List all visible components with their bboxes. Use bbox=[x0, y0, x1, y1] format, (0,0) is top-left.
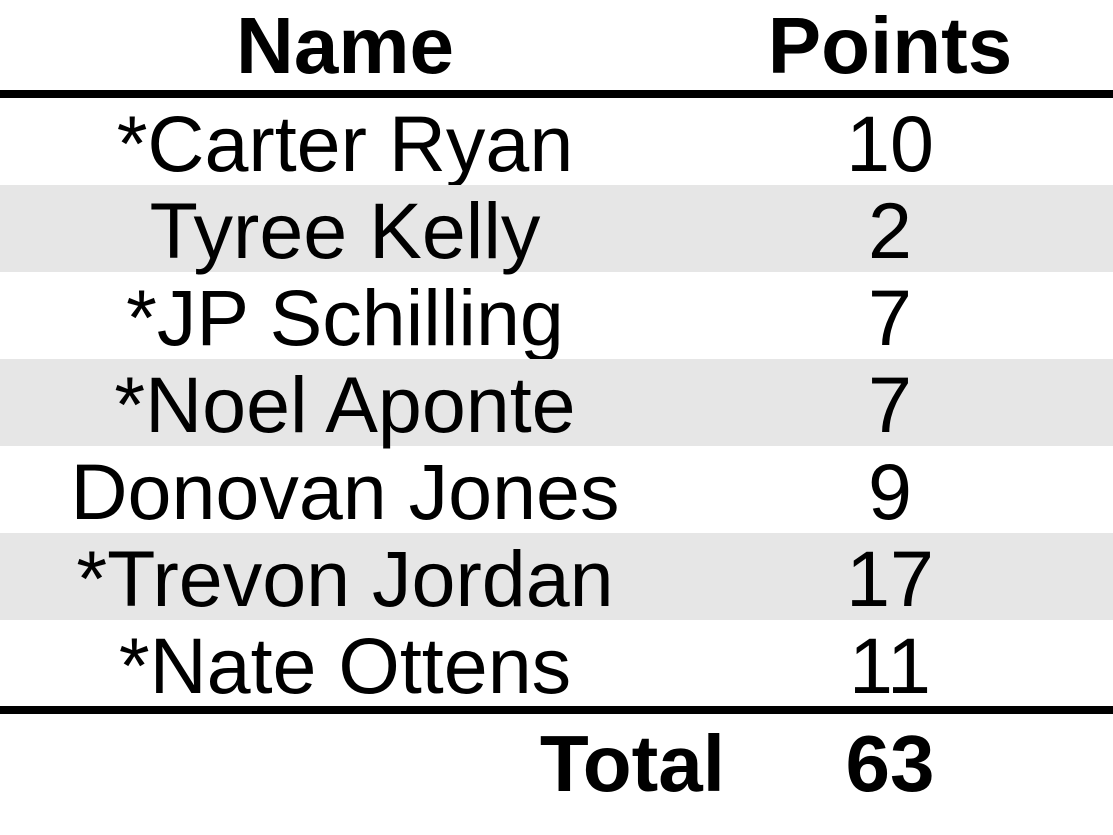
points-column-header: Points bbox=[767, 1, 1013, 90]
table-header: Name Points bbox=[0, 0, 1113, 92]
player-name: Donovan Jones bbox=[70, 447, 620, 536]
player-name: *Noel Aponte bbox=[114, 360, 576, 449]
table-body: *Carter Ryan 10 Tyree Kelly 2 *JP Schill… bbox=[0, 98, 1113, 710]
total-label: Total bbox=[539, 719, 725, 808]
player-name: *Trevon Jordan bbox=[76, 534, 614, 623]
player-points: 7 bbox=[868, 360, 912, 449]
player-points: 7 bbox=[868, 273, 912, 362]
header-divider bbox=[0, 90, 1113, 98]
table-row: *Nate Ottens 11 bbox=[0, 620, 1113, 710]
table-row: *Trevon Jordan 17 bbox=[0, 533, 1113, 623]
player-points: 17 bbox=[846, 534, 934, 623]
player-points: 11 bbox=[848, 621, 931, 710]
player-points: 10 bbox=[846, 99, 934, 188]
table-row: *JP Schilling 7 bbox=[0, 272, 1113, 362]
player-points: 9 bbox=[868, 447, 912, 536]
total-divider bbox=[0, 706, 1113, 714]
total-row: Total 63 bbox=[0, 714, 1113, 824]
total-value: 63 bbox=[845, 719, 935, 808]
player-name: *JP Schilling bbox=[126, 273, 564, 362]
player-name: *Carter Ryan bbox=[116, 99, 574, 188]
table-row: Donovan Jones 9 bbox=[0, 446, 1113, 536]
player-name: Tyree Kelly bbox=[149, 186, 541, 275]
player-points: 2 bbox=[868, 186, 912, 275]
name-column-header: Name bbox=[236, 1, 454, 90]
table-row: *Noel Aponte 7 bbox=[0, 359, 1113, 449]
table-row: *Carter Ryan 10 bbox=[0, 98, 1113, 188]
table-row: Tyree Kelly 2 bbox=[0, 185, 1113, 275]
player-name: *Nate Ottens bbox=[118, 621, 572, 710]
